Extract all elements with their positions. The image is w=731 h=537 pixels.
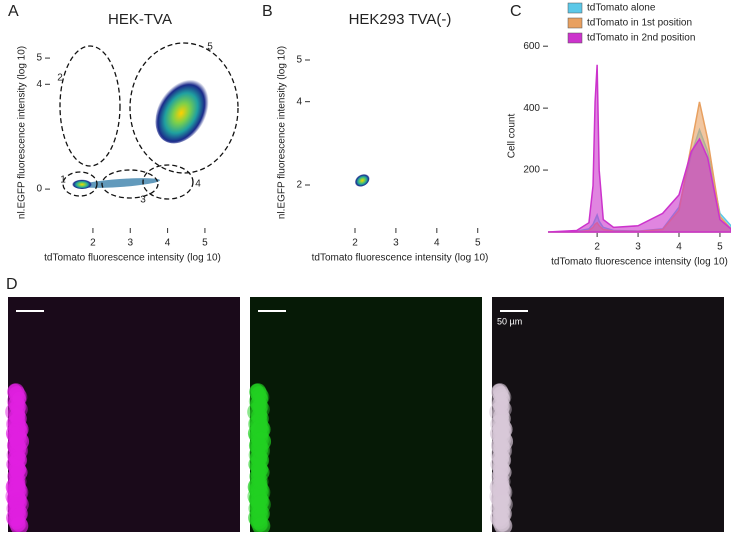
- y-tick-label: 600: [523, 41, 540, 52]
- cell: [10, 463, 28, 481]
- x-tick-label: 3: [127, 238, 133, 249]
- legend-swatch: [567, 32, 583, 44]
- cell: [9, 431, 30, 452]
- gate-label: 5: [207, 42, 213, 53]
- x-tick-label: 5: [202, 238, 208, 249]
- x-tick-label: 4: [676, 242, 682, 253]
- y-tick-label: 5: [296, 55, 302, 66]
- gate: [62, 171, 98, 197]
- legend-label: tdTomato in 2nd position: [587, 33, 695, 44]
- x-tick-label: 3: [635, 242, 641, 253]
- cell: [255, 413, 268, 427]
- x-tick-label: 2: [594, 242, 600, 253]
- cell: [493, 431, 514, 452]
- density-cloud: [72, 179, 92, 189]
- y-tick-label: 4: [36, 79, 42, 90]
- area: [547, 64, 731, 233]
- cell: [253, 485, 270, 502]
- x-axis-label: tdTomato fluorescence intensity (log 10): [551, 257, 728, 268]
- gate: [129, 42, 239, 174]
- cell: [496, 444, 511, 460]
- gate: [59, 45, 121, 167]
- cell: [495, 485, 512, 502]
- gate: [101, 169, 159, 199]
- cell: [252, 516, 271, 535]
- cell: [251, 494, 271, 515]
- cell: [10, 400, 28, 418]
- cell: [496, 391, 511, 406]
- scale-bar-label: 50 µm: [497, 316, 522, 326]
- cell: [252, 400, 270, 418]
- cell: [254, 444, 269, 460]
- cell: [494, 400, 512, 418]
- micrograph: [250, 297, 482, 532]
- y-axis-label: Cell count: [507, 114, 518, 159]
- y-tick-label: 200: [523, 165, 540, 176]
- panel-label: B: [262, 3, 273, 20]
- y-tick-label: 5: [36, 53, 42, 64]
- gate-label: 1: [60, 175, 66, 186]
- micrograph: [492, 297, 724, 532]
- x-tick-label: 2: [352, 238, 358, 249]
- chart-title: HEK-TVA: [108, 11, 172, 28]
- y-tick-label: 4: [296, 96, 302, 107]
- cell: [254, 476, 268, 490]
- legend-label: tdTomato alone: [587, 3, 656, 14]
- legend-swatch: [567, 17, 583, 29]
- cell: [494, 516, 513, 535]
- cell: [252, 463, 270, 481]
- gate-label: 3: [140, 195, 146, 206]
- cell: [497, 413, 510, 427]
- cell: [13, 413, 26, 427]
- cell: [10, 516, 29, 535]
- legend-label: tdTomato in 1st position: [587, 18, 692, 29]
- y-tick-label: 0: [36, 184, 42, 195]
- y-axis-label: nl.EGFP fluorescence intensity (log 10): [277, 46, 288, 219]
- cell: [494, 463, 512, 481]
- gate-label: 2: [57, 73, 63, 84]
- cell: [12, 476, 26, 490]
- cell: [493, 494, 513, 515]
- x-tick-label: 4: [165, 238, 171, 249]
- legend-swatch: [567, 2, 583, 14]
- panel-label: C: [510, 3, 522, 20]
- x-axis-label: tdTomato fluorescence intensity (log 10): [312, 253, 489, 264]
- y-tick-label: 2: [296, 180, 302, 191]
- gate-label: 4: [195, 179, 201, 190]
- cell: [496, 476, 510, 490]
- chart-title: HEK293 TVA(-): [349, 11, 452, 28]
- cell: [12, 391, 27, 406]
- x-tick-label: 4: [434, 238, 440, 249]
- gate: [142, 164, 194, 200]
- cell: [12, 444, 27, 460]
- panel-label: D: [6, 276, 18, 293]
- density-cloud: [80, 178, 160, 188]
- panel-label: A: [8, 3, 19, 20]
- density-cloud: [354, 173, 370, 187]
- x-axis-label: tdTomato fluorescence intensity (log 10): [44, 253, 221, 264]
- y-axis-label: nl.EGFP fluorescence intensity (log 10): [17, 46, 28, 219]
- cell: [251, 431, 272, 452]
- x-tick-label: 5: [717, 242, 723, 253]
- x-tick-label: 3: [393, 238, 399, 249]
- x-tick-label: 5: [475, 238, 481, 249]
- cell: [254, 391, 269, 406]
- density-cloud: [155, 76, 211, 144]
- x-tick-label: 2: [90, 238, 96, 249]
- micrograph: [8, 297, 240, 532]
- cell: [9, 494, 29, 515]
- y-tick-label: 400: [523, 103, 540, 114]
- cell: [11, 485, 28, 502]
